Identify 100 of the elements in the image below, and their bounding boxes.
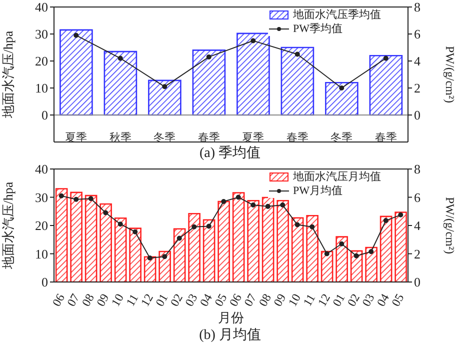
- y-axis-title: 地面水汽压/hpa: [0, 30, 16, 120]
- bar: [236, 32, 270, 116]
- point: [162, 84, 168, 90]
- bar: [144, 256, 156, 282]
- text: (b) 月均值: [198, 328, 262, 344]
- bar: [247, 200, 260, 282]
- bar: [320, 250, 334, 282]
- x-tick-label: 夏季: [65, 131, 88, 144]
- legend-label: 地面水汽压季均值: [293, 8, 381, 22]
- point: [103, 210, 108, 216]
- point: [398, 212, 404, 218]
- point: [206, 224, 212, 229]
- y2-tick-label: 8: [414, 162, 420, 177]
- y2-tick-label: 6: [414, 26, 421, 42]
- x-tick-label: 春季: [198, 131, 220, 144]
- y2-tick-label: 4: [414, 54, 421, 69]
- x-tick-label: 冬季: [154, 131, 176, 144]
- y2-tick-label: 2: [414, 80, 420, 96]
- point: [132, 229, 138, 234]
- point: [294, 222, 300, 228]
- bar: [380, 216, 392, 282]
- bar: [276, 200, 289, 282]
- x-tick-label: 夏季: [242, 131, 264, 144]
- point: [339, 86, 344, 90]
- point: [339, 241, 344, 246]
- y2-axis-title: PW/(g/cm²): [442, 197, 456, 254]
- point: [88, 196, 94, 202]
- text: (a) 季均值: [198, 146, 262, 162]
- legend-label: 地面水汽压月均值: [293, 170, 381, 184]
- y2-tick-label: 4: [414, 218, 421, 234]
- point: [221, 198, 226, 204]
- bar: [369, 54, 403, 116]
- bar: [104, 50, 138, 116]
- bar: [232, 192, 245, 282]
- point: [118, 222, 123, 227]
- y2-tick-label: 8: [414, 0, 420, 15]
- bar: [100, 203, 112, 282]
- x-tick-label: 冬季: [330, 131, 353, 144]
- bar: [173, 228, 186, 282]
- point: [58, 193, 64, 198]
- point: [74, 32, 79, 38]
- x-axis-title: 月份: [218, 310, 244, 325]
- point: [294, 52, 300, 57]
- y-tick-label: 10: [35, 246, 48, 262]
- y2-tick-label: 2: [414, 246, 420, 262]
- x-tick-label: 春季: [286, 131, 308, 144]
- legend-label: PW季均值: [293, 22, 342, 36]
- bar: [365, 246, 378, 282]
- y-tick-label: 40: [35, 162, 48, 177]
- y2-tick-label: 6: [414, 190, 421, 205]
- bar: [60, 29, 93, 116]
- point: [236, 194, 241, 200]
- y2-axis-title: PW/(g/cm²): [442, 46, 456, 103]
- point: [383, 56, 388, 61]
- point: [192, 224, 197, 230]
- bar: [394, 212, 407, 282]
- bar: [350, 250, 363, 282]
- point: [206, 54, 212, 60]
- y-tick-label: 20: [35, 218, 48, 234]
- y-tick-label: 20: [35, 54, 48, 69]
- bar: [325, 82, 358, 116]
- x-tick-label: 春季: [374, 131, 397, 144]
- point: [324, 251, 330, 256]
- point: [354, 253, 359, 258]
- y-tick-label: 30: [35, 26, 48, 42]
- point: [265, 204, 270, 209]
- bar: [336, 236, 348, 282]
- y-axis-title: 地面水汽压/hpa: [0, 182, 16, 270]
- bar: [129, 228, 142, 282]
- bar: [291, 217, 304, 282]
- bar: [148, 80, 182, 116]
- bar: [84, 194, 98, 282]
- bar: [280, 46, 314, 116]
- bar: [218, 200, 230, 282]
- bar: [114, 218, 127, 282]
- point: [74, 196, 79, 202]
- y-tick-label: 40: [35, 0, 48, 15]
- bar: [192, 50, 226, 116]
- point: [147, 255, 152, 260]
- bar: [306, 214, 318, 282]
- y-tick-label: 0: [42, 274, 48, 290]
- bar: [262, 196, 274, 282]
- bar: [202, 219, 216, 282]
- point: [176, 236, 182, 241]
- y-tick-label: 0: [42, 108, 48, 123]
- bar: [70, 192, 82, 282]
- legend-label: PW月均值: [293, 184, 342, 198]
- y2-tick-label: 0: [414, 108, 420, 123]
- point: [310, 224, 315, 230]
- point: [118, 56, 123, 61]
- point: [368, 249, 374, 254]
- point: [250, 202, 256, 208]
- y-tick-label: 10: [35, 80, 48, 96]
- bar: [55, 188, 68, 282]
- y-tick-label: 30: [35, 190, 48, 205]
- bar: [158, 250, 171, 282]
- point: [383, 218, 388, 224]
- x-tick-label: 秋季: [109, 131, 132, 144]
- bar: [188, 212, 200, 282]
- point: [280, 202, 286, 208]
